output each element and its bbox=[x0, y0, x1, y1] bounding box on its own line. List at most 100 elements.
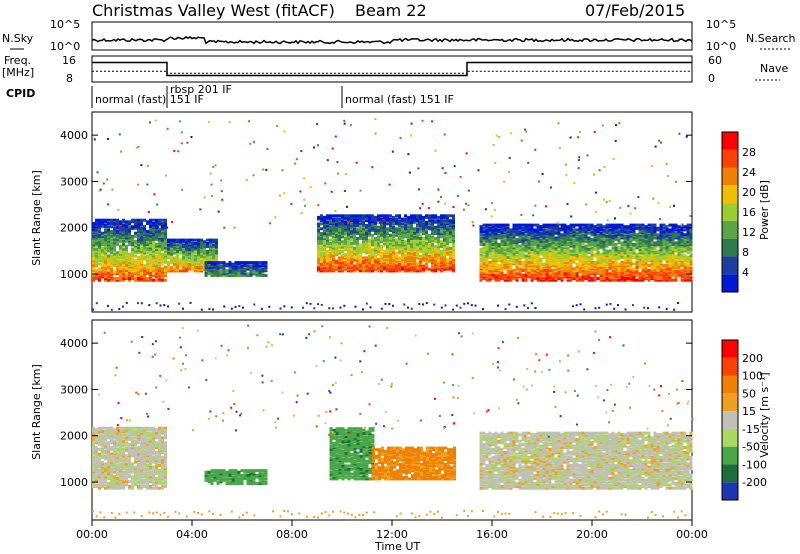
data-cell bbox=[404, 232, 407, 236]
data-cell bbox=[659, 241, 663, 245]
data-cell bbox=[125, 251, 128, 255]
data-cell bbox=[401, 262, 404, 266]
data-cell bbox=[422, 237, 425, 240]
data-cell bbox=[336, 161, 339, 163]
data-cell bbox=[179, 269, 182, 273]
data-cell bbox=[386, 251, 389, 255]
data-cell bbox=[134, 254, 137, 258]
data-cell bbox=[557, 246, 561, 250]
data-cell bbox=[512, 256, 516, 259]
data-cell bbox=[668, 275, 672, 279]
data-cell bbox=[671, 238, 675, 242]
data-cell bbox=[608, 249, 612, 253]
data-cell bbox=[569, 264, 573, 268]
data-cell bbox=[416, 228, 419, 232]
data-cell bbox=[134, 220, 137, 224]
data-cell bbox=[209, 245, 212, 249]
data-cell bbox=[95, 273, 98, 277]
data-cell bbox=[644, 239, 648, 243]
data-cell bbox=[566, 244, 570, 248]
data-cell bbox=[479, 230, 483, 234]
data-cell bbox=[446, 217, 449, 221]
data-cell bbox=[407, 222, 410, 226]
data-cell bbox=[101, 218, 104, 222]
data-cell bbox=[362, 232, 365, 236]
data-cell bbox=[491, 239, 495, 243]
data-cell bbox=[665, 273, 669, 277]
data-cell bbox=[446, 258, 449, 262]
data-cell bbox=[503, 223, 507, 227]
data-cell bbox=[608, 251, 612, 255]
data-cell bbox=[101, 447, 104, 451]
data-cell bbox=[344, 262, 347, 266]
data-cell bbox=[389, 269, 392, 273]
data-cell bbox=[152, 243, 155, 246]
data-cell bbox=[188, 240, 191, 244]
data-cell bbox=[116, 226, 119, 230]
data-cell bbox=[678, 132, 681, 135]
data-cell bbox=[182, 258, 185, 262]
data-cell bbox=[542, 265, 546, 269]
data-cell bbox=[98, 434, 101, 438]
data-cell bbox=[343, 190, 346, 192]
data-cell bbox=[395, 222, 398, 226]
data-cell bbox=[110, 267, 113, 271]
data-cell bbox=[444, 172, 447, 174]
data-cell bbox=[665, 307, 668, 310]
data-cell bbox=[629, 264, 633, 268]
data-cell bbox=[626, 265, 630, 269]
data-cell bbox=[173, 267, 176, 271]
data-cell bbox=[593, 230, 597, 234]
data-cell bbox=[131, 259, 134, 263]
data-cell bbox=[437, 232, 440, 236]
data-cell bbox=[641, 277, 645, 280]
data-cell bbox=[509, 267, 513, 271]
data-cell bbox=[629, 275, 633, 279]
data-cell bbox=[524, 268, 528, 272]
data-cell bbox=[572, 254, 576, 258]
data-cell bbox=[155, 218, 158, 222]
data-cell bbox=[566, 231, 570, 235]
data-cell bbox=[635, 256, 639, 259]
data-cell bbox=[326, 253, 329, 257]
data-cell bbox=[365, 228, 368, 232]
data-cell bbox=[95, 428, 98, 432]
data-cell bbox=[98, 189, 101, 192]
data-cell bbox=[231, 269, 235, 273]
data-cell bbox=[644, 243, 648, 246]
data-cell bbox=[347, 267, 350, 271]
data-cell bbox=[614, 225, 618, 229]
data-cell bbox=[98, 247, 101, 251]
data-cell bbox=[240, 267, 244, 271]
data-cell bbox=[98, 475, 101, 479]
data-cell bbox=[380, 267, 383, 271]
data-cell bbox=[95, 259, 98, 263]
data-cell bbox=[659, 262, 663, 266]
data-cell bbox=[176, 264, 179, 268]
data-cell bbox=[518, 225, 522, 229]
data-cell bbox=[176, 269, 179, 273]
data-cell bbox=[665, 254, 669, 258]
data-cell bbox=[407, 153, 410, 156]
data-cell bbox=[602, 256, 606, 259]
data-cell bbox=[258, 261, 262, 265]
data-cell bbox=[255, 270, 259, 274]
data-cell bbox=[419, 228, 422, 232]
data-cell bbox=[545, 246, 549, 250]
data-cell bbox=[182, 248, 185, 252]
data-cell bbox=[320, 269, 323, 273]
data-cell bbox=[431, 240, 434, 244]
data-cell bbox=[656, 251, 660, 255]
data-cell bbox=[98, 226, 101, 230]
data-cell bbox=[146, 268, 149, 272]
data-cell bbox=[608, 254, 612, 258]
data-cell bbox=[470, 304, 473, 307]
data-cell bbox=[389, 248, 392, 252]
data-cell bbox=[431, 253, 434, 257]
data-cell bbox=[320, 248, 323, 252]
data-cell bbox=[536, 226, 540, 230]
data-cell bbox=[332, 220, 335, 224]
data-cell bbox=[539, 233, 543, 237]
data-cell bbox=[98, 223, 101, 227]
data-cell bbox=[491, 277, 495, 280]
